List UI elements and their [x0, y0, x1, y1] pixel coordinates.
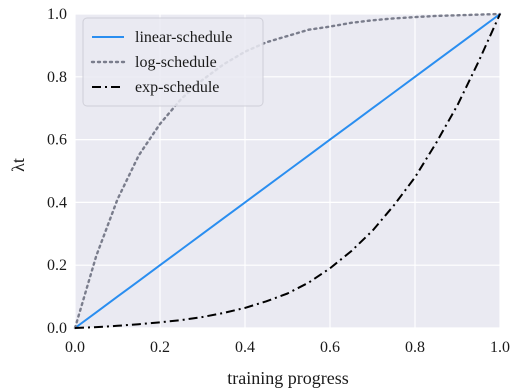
y-tick-label: 0.8 — [47, 69, 67, 86]
x-tick-label: 1.0 — [490, 339, 510, 356]
series-line-log-schedule — [73, 12, 502, 330]
legend-box — [82, 17, 264, 107]
y-tick-label: 0.6 — [47, 132, 67, 149]
series-line-exp-schedule — [74, 13, 501, 329]
x-tick-label: 0.4 — [235, 339, 255, 356]
legend-label: linear-schedule — [135, 29, 232, 46]
y-tick-labels: 0.0 0.2 0.4 0.6 0.8 1.0 — [47, 6, 67, 337]
legend-label: log-schedule — [135, 54, 217, 71]
legend-label: exp-schedule — [135, 79, 219, 96]
x-tick-label: 0.6 — [320, 339, 340, 356]
x-tick-label: 0.0 — [65, 339, 85, 356]
y-tick-label: 0.2 — [47, 257, 67, 274]
x-axis-label: training progress — [227, 368, 348, 388]
legend: linear-schedule log-schedule exp-schedule — [82, 17, 264, 107]
x-tick-label: 0.2 — [150, 339, 170, 356]
y-tick-label: 0.0 — [47, 320, 67, 337]
series-line-linear-schedule — [74, 13, 501, 329]
y-axis-label: λt — [8, 158, 28, 172]
y-tick-label: 0.4 — [47, 194, 67, 211]
y-tick-label: 1.0 — [47, 6, 67, 23]
x-tick-labels: 0.0 0.2 0.4 0.6 0.8 1.0 — [65, 339, 510, 356]
x-tick-label: 0.8 — [405, 339, 425, 356]
series-lines — [73, 12, 502, 330]
